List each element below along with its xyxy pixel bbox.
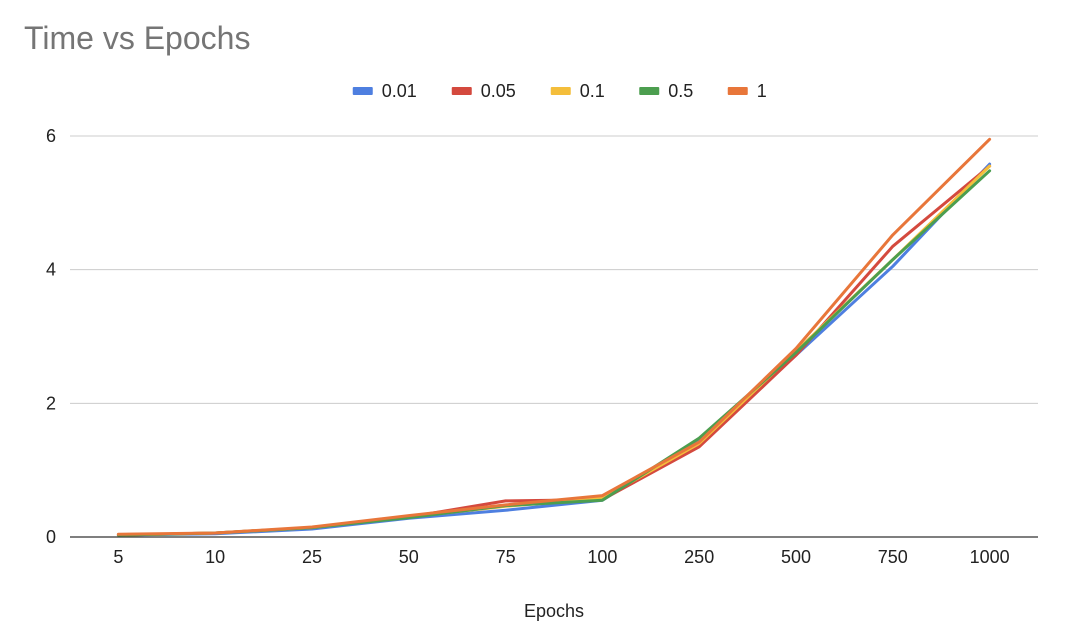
series-line-0.5	[116, 169, 992, 537]
gridlines	[70, 135, 1038, 538]
legend-swatch	[727, 87, 748, 95]
legend-label: 0.05	[481, 81, 516, 101]
legend-label: 1	[757, 81, 767, 101]
x-axis-ticks: 5 10 25 50 75 100 250 500 750 1000	[113, 547, 1009, 567]
y-tick-label: 6	[46, 126, 56, 146]
x-tick-label: 500	[781, 547, 811, 567]
x-tick-label: 25	[302, 547, 322, 567]
legend-swatch	[550, 87, 571, 95]
x-tick-label: 750	[878, 547, 908, 567]
series-line-0.05	[116, 164, 992, 537]
x-tick-label: 250	[684, 547, 714, 567]
y-tick-label: 2	[46, 393, 56, 413]
x-tick-label: 100	[587, 547, 617, 567]
series-line-1	[116, 137, 992, 536]
legend-swatch	[451, 87, 472, 95]
x-tick-label: 10	[205, 547, 225, 567]
y-axis-ticks: 0 2 4 6	[46, 126, 56, 547]
legend-swatch	[352, 87, 373, 95]
legend-label: 0.1	[580, 81, 605, 101]
series-line-0.1	[116, 164, 992, 537]
y-tick-label: 4	[46, 260, 56, 280]
x-tick-label: 75	[496, 547, 516, 567]
legend: 0.01 0.05 0.1 0.5 1	[352, 81, 767, 101]
y-tick-label: 0	[46, 527, 56, 547]
x-tick-label: 1000	[970, 547, 1010, 567]
x-tick-label: 5	[113, 547, 123, 567]
series-line-0.01	[116, 162, 992, 537]
series-lines	[116, 137, 992, 537]
legend-label: 0.01	[382, 81, 417, 101]
x-tick-label: 50	[399, 547, 419, 567]
legend-swatch	[639, 87, 660, 95]
legend-label: 0.5	[668, 81, 693, 101]
x-axis-title: Epochs	[524, 601, 584, 621]
chart-title: Time vs Epochs	[24, 20, 251, 56]
